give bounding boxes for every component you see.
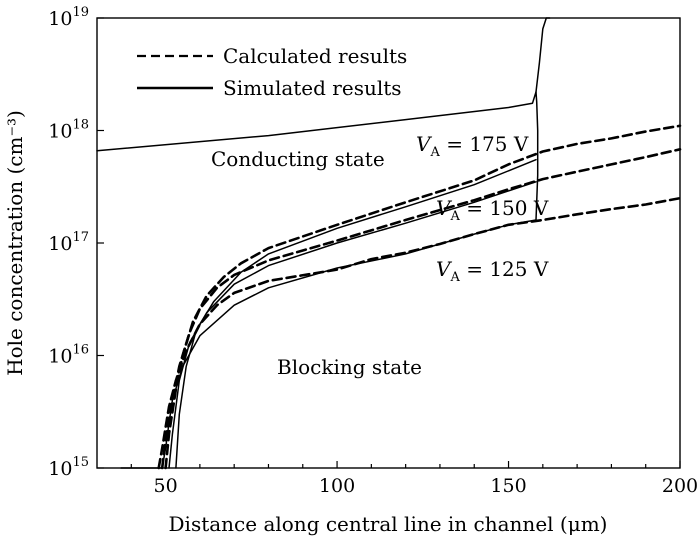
x-axis-ticks: 50 100 150 200	[130, 461, 698, 497]
annotation-va-150: VA = 150 V	[436, 196, 549, 224]
series-dashed-7	[164, 124, 682, 470]
annotation-conducting-state: Conducting state	[211, 147, 385, 171]
y-tick-label-0: 1015	[48, 455, 89, 480]
y-tick-label-3: 1018	[48, 118, 89, 143]
y-axis-ticks: 1015 1016 1017 1018 1019	[48, 5, 104, 480]
series-dashed-5	[157, 196, 682, 470]
legend: Calculated results Simulated results	[137, 44, 407, 100]
annotation-va-175: VA = 175 V	[416, 132, 529, 160]
series-layer	[96, 17, 682, 470]
legend-label-simulated: Simulated results	[223, 76, 402, 100]
y-tick-label-4: 1019	[48, 5, 89, 30]
annotation-blocking-state: Blocking state	[277, 355, 422, 379]
y-axis-label: Hole concentration (cm⁻³)	[3, 110, 27, 376]
series-solid-1	[535, 91, 539, 221]
x-tick-label-3: 200	[662, 475, 698, 497]
series-dashed-6	[160, 148, 682, 470]
x-tick-label-0: 50	[153, 475, 177, 497]
x-tick-label-1: 100	[319, 475, 355, 497]
y-tick-label-1: 1016	[48, 343, 89, 368]
legend-label-calculated: Calculated results	[223, 44, 407, 68]
x-tick-label-2: 150	[490, 475, 526, 497]
annotation-va-125: VA = 125 V	[436, 257, 549, 285]
y-tick-label-2: 1017	[48, 230, 89, 255]
x-axis-label: Distance along central line in channel (…	[169, 512, 608, 536]
series-solid-0	[96, 17, 551, 152]
series-solid-3	[168, 181, 537, 469]
